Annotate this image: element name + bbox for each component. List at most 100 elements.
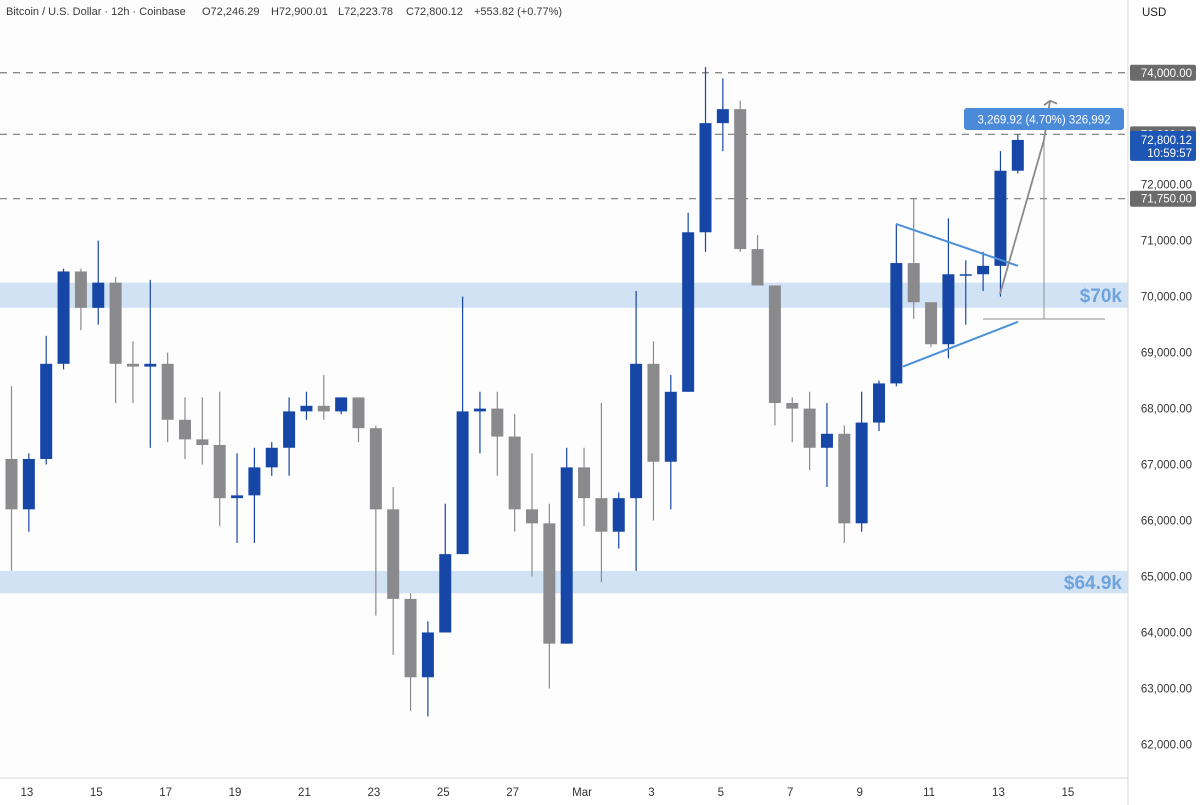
candle[interactable]: [855, 391, 868, 532]
candle-body: [352, 397, 365, 429]
candle[interactable]: [803, 391, 816, 471]
triangle-upper-trendline[interactable]: [895, 222, 1019, 267]
candle[interactable]: [699, 67, 712, 252]
candle[interactable]: [22, 453, 35, 532]
candle[interactable]: [873, 380, 885, 431]
candle-body: [92, 282, 105, 308]
candle-body: [283, 411, 296, 448]
candle[interactable]: [959, 260, 972, 325]
candle[interactable]: [612, 492, 625, 549]
candle[interactable]: [994, 151, 1007, 297]
candle[interactable]: [248, 447, 261, 543]
candle-body: [387, 509, 400, 599]
candle[interactable]: [57, 268, 70, 370]
zone-label: $64.9k: [1064, 573, 1123, 594]
candle[interactable]: [664, 375, 677, 510]
candle[interactable]: [630, 291, 643, 571]
candle[interactable]: [109, 277, 122, 403]
candle[interactable]: [213, 391, 226, 527]
ohlc-change: +553.82 (+0.77%): [474, 6, 562, 18]
candle[interactable]: [716, 78, 729, 152]
candle-body: [57, 271, 70, 364]
candle[interactable]: [768, 285, 781, 426]
candle[interactable]: [734, 100, 747, 252]
candle-body: [508, 436, 521, 510]
candle[interactable]: [144, 279, 157, 448]
candle-body: [699, 123, 712, 233]
candle[interactable]: [300, 391, 313, 420]
candle[interactable]: [439, 503, 452, 633]
candle[interactable]: [179, 397, 191, 459]
candle[interactable]: [751, 235, 764, 286]
currency-label[interactable]: USD: [1142, 7, 1166, 19]
candle[interactable]: [491, 391, 504, 476]
price-axis-tick: 63,000.00: [1141, 683, 1192, 695]
candle[interactable]: [231, 453, 244, 543]
candle[interactable]: [5, 386, 18, 571]
candle[interactable]: [473, 391, 486, 454]
candle-body: [630, 363, 643, 499]
candle[interactable]: [907, 198, 920, 320]
candle[interactable]: [387, 486, 400, 655]
candle[interactable]: [92, 240, 105, 325]
candle[interactable]: [352, 397, 365, 443]
candle[interactable]: [786, 397, 799, 443]
candle-body: [994, 170, 1007, 266]
candle[interactable]: [265, 442, 278, 476]
triangle-lower-trendline[interactable]: [902, 320, 1019, 368]
candle[interactable]: [682, 212, 695, 392]
candle-body: [768, 285, 781, 403]
candle[interactable]: [820, 402, 833, 487]
candle[interactable]: [335, 397, 348, 415]
candle[interactable]: [126, 341, 139, 403]
time-axis-tick: 13: [20, 787, 33, 799]
candle-body: [126, 363, 139, 367]
ohlc-low: L72,223.78: [338, 6, 393, 18]
candle-body: [473, 408, 486, 412]
candle[interactable]: [404, 593, 417, 711]
candle[interactable]: [838, 425, 851, 543]
candle[interactable]: [74, 268, 87, 331]
candle[interactable]: [595, 402, 608, 583]
candle[interactable]: [421, 621, 434, 717]
candle-body: [786, 402, 799, 409]
candle[interactable]: [40, 335, 53, 465]
candle[interactable]: [647, 341, 660, 521]
price-axis-tick: 62,000.00: [1141, 739, 1192, 751]
candle[interactable]: [1011, 134, 1024, 174]
candle[interactable]: [196, 397, 209, 465]
candle[interactable]: [283, 397, 296, 476]
candle-body: [265, 447, 278, 468]
candle-body: [959, 274, 972, 276]
candle-body: [5, 458, 18, 510]
candle[interactable]: [161, 352, 174, 443]
candle[interactable]: [925, 302, 938, 348]
zone-label: $70k: [1080, 286, 1123, 307]
candle-body: [40, 363, 53, 459]
candle[interactable]: [317, 375, 330, 420]
time-axis-tick: 27: [506, 787, 519, 799]
candle[interactable]: [560, 447, 573, 644]
candle[interactable]: [526, 453, 538, 577]
candle-body: [213, 444, 226, 499]
candle[interactable]: [578, 447, 591, 527]
candle[interactable]: [508, 414, 521, 532]
candle-body: [751, 249, 764, 286]
candle-body: [74, 271, 87, 308]
measure-tag[interactable]: [964, 108, 1124, 130]
candle-body: [179, 419, 191, 440]
measure-label: 3,269.92 (4.70%) 326,992: [978, 115, 1111, 127]
candle[interactable]: [977, 251, 990, 292]
candle[interactable]: [456, 296, 469, 555]
candle-body: [404, 598, 417, 678]
support-zone[interactable]: [0, 282, 1128, 308]
level-price-tag: [1130, 64, 1196, 81]
candle[interactable]: [890, 223, 903, 387]
candle[interactable]: [369, 425, 382, 616]
last-price-value: 72,800.12: [1141, 135, 1192, 147]
candle-body: [22, 458, 35, 510]
candle[interactable]: [543, 503, 556, 689]
candle-body: [855, 422, 868, 524]
